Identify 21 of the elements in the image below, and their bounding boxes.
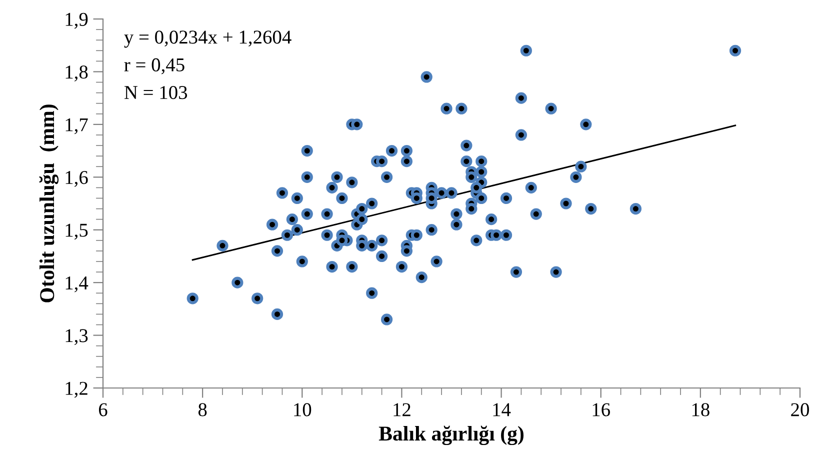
x-tick-label: 10 (294, 403, 312, 416)
y-axis-title: Otolit uzunluğu (mm) (39, 104, 59, 302)
y-tick-label: 1,5 (66, 224, 88, 240)
x-tick-label: 12 (394, 403, 410, 416)
x-tick-label: 6 (98, 403, 108, 416)
y-tick-label: 1,3 (66, 329, 88, 346)
y-tick-label: 1,7 (66, 118, 88, 134)
x-axis-title: Balık ağırlığı (g) (378, 426, 524, 446)
y-tick-label: 1,8 (66, 66, 88, 82)
x-tick-label: 20 (791, 403, 809, 416)
annotation: r = 0,45 (124, 58, 184, 74)
x-tick-label: 16 (592, 403, 610, 416)
y-tick-label: 1,6 (66, 171, 88, 187)
annotation: N = 103 (124, 86, 188, 100)
y-tick-label: 1,9 (66, 12, 88, 29)
y-tick-label: 1,2 (66, 382, 88, 398)
x-tick-label: 18 (692, 403, 710, 416)
y-tick-label: 1,4 (66, 276, 88, 292)
x-tick-label: 8 (198, 403, 207, 416)
annotation: y = 0,0234x + 1,2604 (124, 30, 292, 48)
x-tick-label: 14 (493, 403, 511, 416)
